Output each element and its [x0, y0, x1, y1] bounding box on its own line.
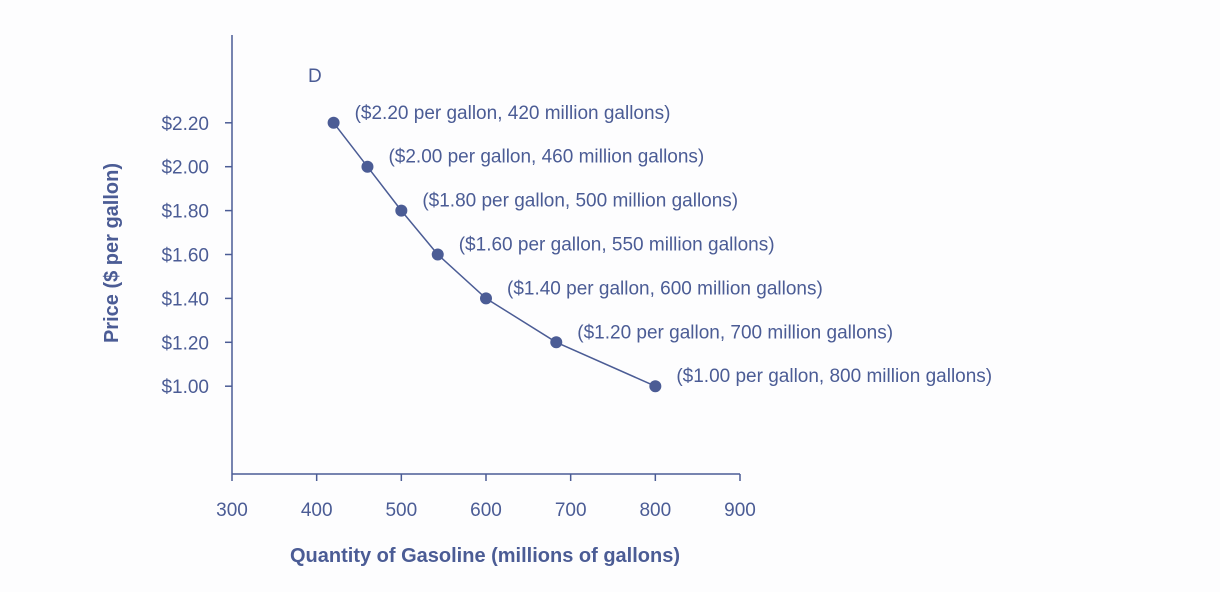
- y-axis-title: Price ($ per gallon): [101, 163, 123, 343]
- x-tick-label: 700: [555, 500, 587, 521]
- data-point: [649, 380, 662, 393]
- data-point-label: ($2.20 per gallon, 420 million gallons): [355, 103, 671, 124]
- y-axis-ticks: $2.20 $2.00 $1.80 $1.60 $1.40 $1.20 $1.00: [161, 114, 232, 398]
- x-axis-title: Quantity of Gasoline (millions of gallon…: [290, 545, 680, 567]
- data-point-label: ($1.00 per gallon, 800 million gallons): [676, 366, 992, 387]
- data-point: [361, 160, 374, 173]
- data-point-label: ($2.00 per gallon, 460 million gallons): [388, 147, 704, 168]
- data-points: [327, 116, 662, 393]
- data-point-label: ($1.60 per gallon, 550 million gallons): [459, 235, 775, 256]
- x-tick-label: 500: [385, 500, 417, 521]
- data-point-label: ($1.20 per gallon, 700 million gallons): [577, 322, 893, 343]
- data-point-label: ($1.40 per gallon, 600 million gallons): [507, 278, 823, 299]
- x-tick-label: 800: [639, 500, 671, 521]
- x-tick-label: 300: [216, 500, 248, 521]
- y-tick-label: $1.20: [161, 333, 209, 354]
- x-tick-label: 600: [470, 500, 502, 521]
- data-point-label: ($1.80 per gallon, 500 million gallons): [422, 191, 738, 212]
- data-point: [395, 204, 408, 217]
- data-point: [550, 336, 563, 349]
- data-point: [327, 116, 340, 129]
- y-tick-label: $1.60: [161, 246, 209, 267]
- y-tick-label: $1.00: [161, 377, 209, 398]
- y-tick-label: $2.00: [161, 158, 209, 179]
- data-labels: ($2.20 per gallon, 420 million gallons) (…: [355, 103, 993, 387]
- data-point: [480, 292, 492, 305]
- data-point: [431, 248, 444, 261]
- x-tick-label: 400: [301, 500, 333, 521]
- x-tick-label: 900: [724, 500, 756, 521]
- y-tick-label: $1.80: [161, 202, 209, 223]
- x-axis-ticks: 300 400 500 600 700 800 900: [216, 474, 756, 521]
- y-tick-label: $2.20: [161, 114, 209, 135]
- demand-curve-label: D: [308, 66, 322, 87]
- y-tick-label: $1.40: [161, 289, 209, 310]
